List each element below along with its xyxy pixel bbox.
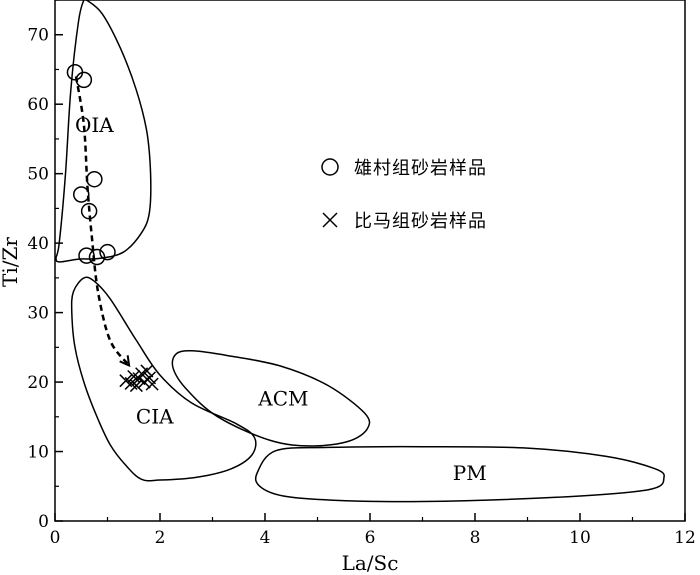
legend-label-cross: 比马组砂岩样品: [354, 211, 487, 232]
data-point-circle: [78, 247, 95, 264]
y-tick-label: 10: [27, 443, 49, 463]
x-tick-label: 4: [260, 528, 271, 548]
data-point-circle: [86, 170, 103, 188]
data-point-cross: [145, 377, 159, 391]
y-tick-label: 60: [27, 95, 49, 115]
data-point-circle: [88, 248, 106, 266]
y-tick-label: 40: [27, 234, 49, 254]
y-axis-title: Ti/Zr: [0, 237, 22, 287]
trend-arrow: [74, 76, 129, 364]
x-tick-label: 8: [470, 528, 481, 548]
x-tick-label: 6: [365, 528, 376, 548]
x-tick-label: 10: [569, 528, 591, 548]
y-tick-label: 0: [38, 512, 49, 532]
data-point-cross: [140, 364, 154, 378]
data-point-cross: [137, 375, 151, 389]
y-tick-label: 50: [27, 165, 49, 185]
x-tick-label: 12: [674, 528, 696, 548]
data-point-cross: [129, 379, 143, 393]
field-outline-acm: [171, 350, 371, 447]
data-point-circle: [75, 71, 93, 89]
y-tick-label: 30: [27, 304, 49, 324]
data-point-circle: [73, 186, 90, 203]
data-point-circle: [80, 202, 98, 220]
field-label-acm: ACM: [257, 387, 308, 411]
x-tick-label: 2: [155, 528, 166, 548]
plot-frame: [54, 0, 686, 522]
x-tick-label: 0: [50, 528, 61, 548]
field-outline-oia: [55, 0, 152, 263]
legend-cross-icon: [322, 212, 338, 228]
field-label-pm: PM: [453, 461, 487, 485]
legend-label-circle: 雄村组砂岩样品: [354, 158, 487, 179]
field-outline-cia: [70, 276, 257, 482]
data-point-circle: [99, 243, 116, 261]
legend-circle-icon: [321, 158, 339, 176]
y-tick-label: 70: [27, 26, 49, 46]
x-axis-title: La/Sc: [342, 551, 399, 575]
field-label-oia: OIA: [75, 113, 114, 137]
field-label-cia: CIA: [136, 405, 174, 429]
field-outline-pm: [254, 445, 665, 503]
y-tick-label: 20: [27, 373, 49, 393]
